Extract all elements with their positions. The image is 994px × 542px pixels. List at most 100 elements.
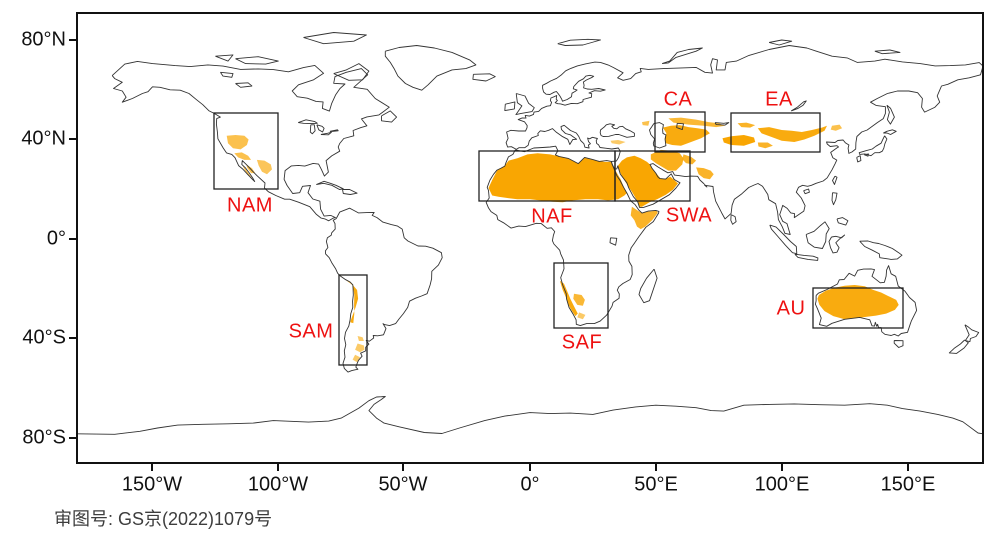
y-tick-label-80n: 80°N (21, 28, 66, 51)
coastline-path (309, 124, 316, 135)
region-label-sam: SAM (288, 320, 334, 343)
coastline-path (235, 56, 279, 65)
coastline-path (504, 101, 516, 112)
y-axis-ticks (69, 39, 77, 439)
coastline-path (303, 32, 367, 45)
region-box-sam (338, 274, 368, 366)
coastline-path (964, 324, 980, 343)
region-box-swa (614, 150, 691, 202)
coastline-path (333, 63, 370, 81)
coastline-path (803, 188, 810, 195)
map-frame (76, 12, 984, 464)
coastline-path (515, 93, 535, 116)
coastline-path (320, 131, 332, 136)
coastline-path (948, 339, 969, 354)
coastline-path (485, 145, 660, 327)
x-tick-label-150w: 150°W (121, 473, 183, 496)
desert-area (234, 152, 252, 160)
map-frame-and-ticks (69, 12, 984, 471)
coastline-path (381, 110, 398, 123)
coastline-path (676, 122, 684, 131)
coastline-path (220, 71, 234, 78)
coastline-path (790, 100, 807, 112)
coastline-path (316, 180, 344, 190)
x-tick-label-50w: 50°W (378, 473, 428, 496)
region-label-naf: NAF (531, 205, 573, 228)
coastline-path (329, 129, 339, 132)
y-tick-label-0: 0° (46, 227, 66, 250)
region-label-swa: SWA (665, 204, 713, 227)
x-tick-label-150e: 150°E (880, 473, 936, 496)
coastline-path (638, 268, 658, 304)
coastline-path (768, 39, 793, 46)
coastline-path (111, 60, 390, 222)
coastline-path (864, 153, 869, 157)
region-label-nam: NAM (227, 194, 273, 217)
coastline-path (661, 47, 703, 65)
desert-area (226, 135, 249, 150)
desert-area (830, 124, 843, 131)
coastline-path (832, 175, 838, 185)
desert-area (352, 354, 361, 363)
region-boxes (213, 111, 904, 366)
coastline-path (856, 155, 862, 163)
desert-area (256, 159, 272, 175)
x-tick-label-100e: 100°E (754, 473, 810, 496)
y-tick-label-40n: 40°N (21, 127, 66, 150)
coastline-path (883, 129, 897, 135)
coastline-path (886, 104, 895, 125)
desert-area (350, 285, 359, 324)
coastline-path (794, 253, 819, 261)
desert-area (355, 343, 365, 353)
x-tick-label-50e: 50°E (634, 473, 678, 496)
region-label-ea: EA (765, 88, 793, 111)
coastline-path (472, 73, 496, 82)
region-box-au (812, 287, 904, 329)
desert-area (668, 117, 725, 128)
region-label-au: AU (776, 297, 806, 320)
coastline-path (505, 45, 983, 235)
desert-area (662, 125, 710, 146)
coastline-path (609, 237, 618, 246)
coastline-path (649, 122, 667, 149)
coastline-path (874, 49, 901, 55)
desert-area (722, 135, 756, 146)
x-tick-label-0: 0° (520, 473, 540, 496)
coastline-path (805, 221, 830, 249)
coastline-path (77, 396, 983, 435)
region-box-ea (730, 112, 821, 153)
desert-area (650, 149, 684, 171)
desert-area (242, 164, 252, 179)
coastline-path (557, 38, 601, 46)
coastline-path (814, 265, 918, 337)
coastline-path (384, 45, 477, 91)
desert-area (737, 122, 756, 128)
desert-area (617, 155, 678, 207)
desert-area (357, 336, 364, 341)
coastline-path (714, 122, 730, 126)
coastline-path (342, 189, 358, 195)
desert-area (488, 153, 627, 203)
desert-area (630, 206, 658, 230)
world-coastline (77, 32, 983, 435)
map-approval-number: 审图号: GS京(2022)1079号 (54, 509, 273, 529)
y-tick-label-40s: 40°S (22, 326, 66, 349)
x-axis-ticks (151, 463, 909, 471)
coastline-path (858, 135, 888, 157)
coastline-path (298, 119, 318, 125)
desert-area (573, 293, 585, 306)
coastline-path (831, 192, 838, 206)
coastline-path (215, 54, 234, 62)
desert-area (757, 142, 773, 149)
coastline-path (324, 207, 443, 373)
desert-area (642, 120, 650, 126)
desert-area (577, 312, 586, 320)
coastline-path (316, 124, 325, 133)
x-tick-label-100w: 100°W (247, 473, 309, 496)
desert-area (610, 140, 626, 145)
region-box-saf (553, 262, 609, 329)
coastline-path (730, 214, 737, 225)
desert-overlay (226, 117, 899, 363)
desert-area (817, 285, 899, 320)
